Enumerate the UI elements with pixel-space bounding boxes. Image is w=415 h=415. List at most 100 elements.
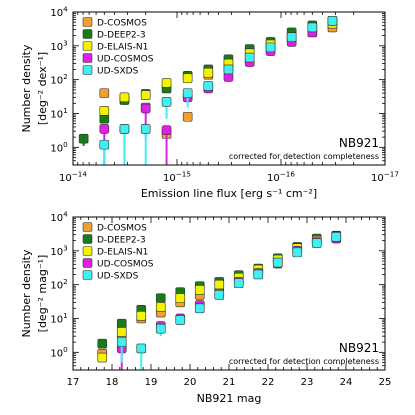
legend-marker [82, 246, 93, 256]
x-tick-label: 10−17 [371, 170, 399, 185]
legend-label: UD-COSMOS [97, 260, 154, 270]
data-point [97, 352, 108, 363]
legend-label: D-ELAIS-N1 [97, 248, 148, 258]
legend: D-COSMOS D-DEEP2-3 D-ELAIS-N1 UD-COSMOS UD-S… [82, 222, 154, 282]
legend-marker [82, 29, 93, 39]
data-point [161, 78, 172, 88]
x-tick-label: 21 [223, 377, 236, 388]
data-point [99, 139, 110, 150]
legend-label: UD-SXDS [97, 272, 139, 282]
data-point [99, 106, 110, 116]
data-point [203, 81, 214, 91]
legend-label: D-COSMOS [97, 19, 147, 29]
data-point [292, 247, 303, 258]
x-tick-label: 25 [379, 377, 392, 388]
y-axis-label: Number density [20, 44, 33, 133]
y-tick-label: 103 [50, 38, 67, 53]
y-axis-label: Number density [20, 249, 33, 338]
data-point [119, 124, 130, 134]
annotation-title: NB921 [339, 136, 379, 150]
legend-label: D-ELAIS-N1 [97, 43, 148, 53]
legend-marker [82, 41, 93, 51]
legend-label: D-COSMOS [97, 224, 147, 234]
annotation-title: NB921 [339, 341, 379, 355]
legend-marker [82, 270, 93, 280]
x-axis-label: Emission line flux [erg s⁻¹ cm⁻²] [141, 187, 317, 200]
x-tick-label: 22 [262, 377, 275, 388]
legend-marker [82, 258, 93, 268]
y-tick-label: 100 [50, 345, 68, 360]
legend-marker [82, 53, 93, 63]
data-point [155, 293, 166, 303]
series-UD-SXDS [99, 15, 338, 165]
data-point [116, 337, 127, 347]
y-tick-label: 102 [50, 277, 67, 292]
data-point [140, 103, 151, 114]
legend-marker [82, 65, 93, 75]
data-point [78, 133, 89, 144]
y-tick-label: 102 [50, 72, 67, 87]
x-tick-label: 10−15 [163, 170, 191, 185]
legend: D-COSMOS D-DEEP2-3 D-ELAIS-N1 UD-COSMOS UD-S… [82, 17, 154, 77]
series-UD-COSMOS [116, 233, 342, 370]
data-point [307, 22, 318, 33]
data-point [331, 231, 342, 242]
plot-frame [72, 11, 386, 166]
data-point [175, 293, 186, 303]
data-point [214, 290, 225, 300]
data-point [253, 269, 264, 280]
data-point [155, 302, 166, 312]
y-tick-label: 103 [50, 243, 67, 257]
data-point [182, 88, 193, 98]
data-point [182, 73, 193, 84]
y-tick-label: 101 [50, 106, 67, 121]
legend-label: D-DEEP2-3 [97, 31, 146, 41]
data-point [286, 32, 297, 42]
legend-label: UD-COSMOS [97, 55, 154, 65]
x-axis-label: NB921 mag [197, 392, 262, 405]
annotation-subtitle: corrected for detection completeness [229, 152, 379, 161]
data-point [161, 97, 172, 107]
data-point [244, 52, 255, 63]
data-point [203, 67, 214, 78]
panel-bottom-mag: 100 101 102 103 104 17 18 19 20 21 22 23 24 25 NB921 m… [20, 210, 391, 406]
legend-label: D-DEEP2-3 [97, 236, 146, 246]
data-point [182, 111, 193, 122]
data-point [155, 323, 166, 334]
data-point [214, 279, 225, 290]
x-tick-label: 17 [67, 377, 80, 388]
legend-marker [82, 234, 93, 244]
data-point [116, 318, 127, 329]
x-tick-label: 10−14 [59, 170, 87, 185]
data-point [327, 15, 338, 26]
legend-marker [82, 222, 93, 232]
y-axis-unit: [deg⁻² dex⁻¹] [36, 52, 49, 125]
legend-marker [82, 17, 93, 27]
legend-label: UD-SXDS [97, 67, 139, 77]
data-point [194, 303, 205, 314]
y-tick-label: 101 [50, 311, 67, 326]
y-tick-label: 104 [50, 5, 68, 20]
x-tick-label: 19 [145, 377, 158, 388]
data-point [223, 64, 234, 75]
data-point [194, 285, 205, 295]
data-point [272, 257, 283, 268]
y-tick-label: 100 [50, 140, 68, 155]
x-tick-label: 24 [340, 377, 353, 388]
data-point [119, 92, 130, 103]
data-point [311, 238, 322, 248]
x-tick-label: 23 [301, 377, 314, 388]
data-point [99, 88, 110, 98]
annotation-subtitle: corrected for detection completeness [229, 357, 379, 366]
data-point [140, 90, 151, 100]
data-point [233, 278, 244, 289]
data-point [161, 125, 172, 136]
plot-frame [72, 216, 386, 371]
y-tick-label: 104 [50, 210, 68, 225]
panel-top-flux: 100 101 102 103 104 10−14 10−15 10−16 10−17 Emiss… [20, 5, 399, 201]
x-tick-label: 10−16 [267, 170, 295, 185]
x-tick-label: 20 [184, 377, 197, 388]
data-point [175, 315, 186, 325]
x-tick-label: 18 [106, 377, 119, 388]
